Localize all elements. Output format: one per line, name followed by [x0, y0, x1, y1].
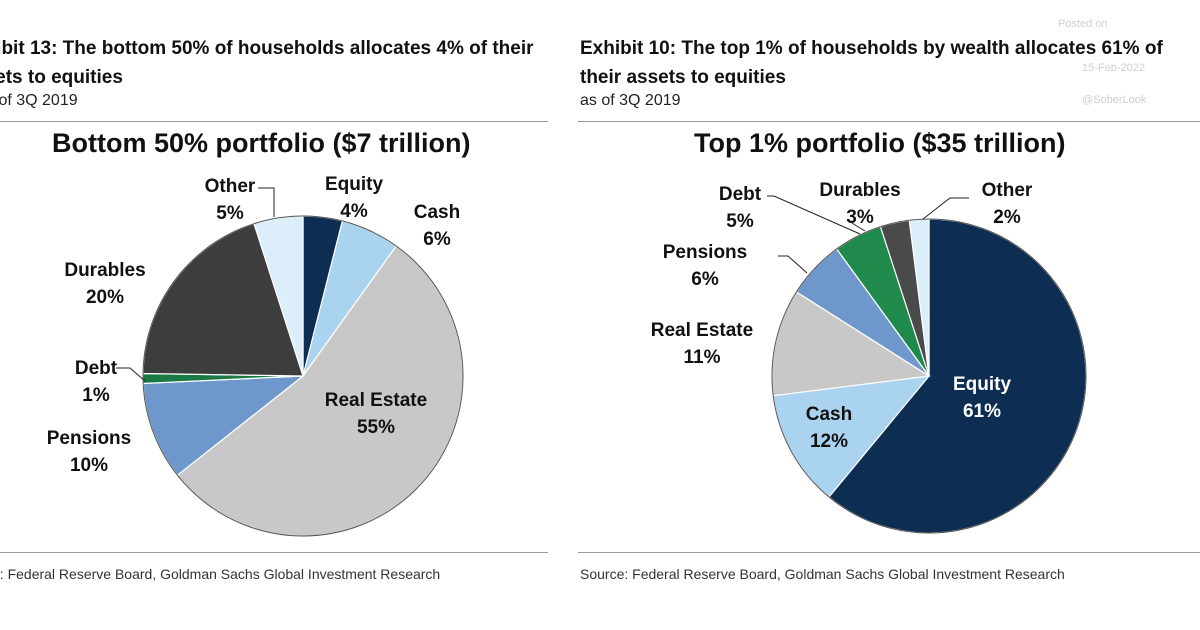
left-label-durables-value: 20% — [86, 287, 124, 308]
left-label-real-estate-name: Real Estate — [325, 390, 427, 411]
right-top-divider — [578, 121, 1200, 122]
right-label-other-name: Other — [982, 180, 1033, 201]
right-label-equity-value: 61% — [963, 401, 1001, 422]
right-exhibit-title: Exhibit 10: The top 1% of households by … — [580, 34, 1163, 92]
right-exhibit-subtitle: as of 3Q 2019 — [580, 92, 681, 109]
left-label-equity-name: Equity — [325, 174, 383, 195]
left-label-other-value: 5% — [216, 203, 244, 224]
left-bottom-divider — [0, 552, 548, 553]
right-label-debt-value: 5% — [726, 211, 754, 232]
right-label-durables-name: Durables — [819, 180, 900, 201]
left-leader-other — [258, 187, 275, 217]
right-label-equity-name: Equity — [953, 374, 1011, 395]
left-label-debt-name: Debt — [75, 358, 118, 379]
left-exhibit-subtitle: s of 3Q 2019 — [0, 92, 78, 109]
left-label-pensions: Pensions 10% — [47, 428, 131, 476]
left-pie-outline — [142, 215, 464, 537]
left-label-pensions-name: Pensions — [47, 428, 131, 449]
left-label-cash: Cash 6% — [414, 202, 460, 250]
right-label-cash-name: Cash — [806, 404, 852, 425]
right-label-durables-value: 3% — [846, 207, 874, 228]
right-source-note: Source: Federal Reserve Board, Goldman S… — [580, 566, 1065, 582]
watermark-posted-on: Posted on — [1058, 18, 1108, 30]
left-label-debt-value: 1% — [82, 385, 110, 406]
right-label-pensions-value: 6% — [691, 269, 719, 290]
left-leader-debt — [116, 367, 146, 382]
right-bottom-divider — [578, 552, 1200, 553]
right-label-real-estate-name: Real Estate — [651, 320, 753, 341]
right-label-equity: Equity 61% — [953, 374, 1011, 422]
left-exhibit-title-line1: xhibit 13: The bottom 50% of households … — [0, 38, 534, 59]
right-label-pensions-name: Pensions — [663, 242, 747, 263]
left-label-equity-value: 4% — [340, 201, 368, 222]
left-source-note: e: Federal Reserve Board, Goldman Sachs … — [0, 566, 441, 582]
watermark-handle: @SoberLook — [1082, 94, 1147, 106]
left-label-other-name: Other — [205, 176, 256, 197]
right-exhibit-title-line1: Exhibit 10: The top 1% of households by … — [580, 38, 1163, 59]
left-exhibit-panel: xhibit 13: The bottom 50% of households … — [0, 0, 560, 630]
right-label-other: Other 2% — [982, 180, 1033, 228]
left-label-other: Other 5% — [205, 176, 256, 224]
right-label-real-estate-value: 11% — [684, 347, 721, 368]
left-label-real-estate-value: 55% — [357, 417, 395, 438]
watermark-date: 15-Feb-2022 — [1082, 62, 1145, 74]
right-pie-chart: Equity 61% Cash 12% Real Estate 11% Pensions 6%… — [651, 180, 1087, 534]
right-label-durables: Durables 3% — [819, 180, 900, 228]
left-label-durables: Durables 20% — [64, 260, 145, 308]
right-label-debt-name: Debt — [719, 184, 762, 205]
left-label-equity: Equity 4% — [325, 174, 383, 222]
right-pie-outline — [771, 218, 1087, 534]
right-leader-other — [922, 197, 969, 220]
right-exhibit-panel: Exhibit 10: The top 1% of households by … — [578, 0, 1200, 630]
right-leader-pensions — [778, 255, 808, 274]
left-exhibit-title: xhibit 13: The bottom 50% of households … — [0, 34, 534, 92]
left-chart-title: Bottom 50% portfolio ($7 trillion) — [52, 128, 471, 158]
right-leader-durables — [851, 222, 866, 232]
right-chart-title: Top 1% portfolio ($35 trillion) — [694, 128, 1066, 158]
right-label-cash: Cash 12% — [806, 404, 852, 452]
left-label-pensions-value: 10% — [70, 455, 108, 476]
left-label-durables-name: Durables — [64, 260, 145, 281]
left-pie-chart: Equity 4% Cash 6% Real Estate 55% Pensions 10% D… — [47, 174, 464, 537]
left-top-divider — [0, 121, 548, 122]
right-label-real-estate: Real Estate 11% — [651, 320, 753, 368]
left-label-cash-name: Cash — [414, 202, 460, 223]
right-label-other-value: 2% — [993, 207, 1021, 228]
right-label-cash-value: 12% — [810, 431, 848, 452]
left-label-real-estate: Real Estate 55% — [325, 390, 427, 438]
right-label-debt: Debt 5% — [719, 184, 762, 232]
right-exhibit-title-line2: their assets to equities — [580, 67, 786, 88]
left-label-debt: Debt 1% — [75, 358, 118, 406]
right-leader-debt — [767, 195, 861, 235]
left-exhibit-title-line2: ssets to equities — [0, 67, 123, 88]
right-label-pensions: Pensions 6% — [663, 242, 747, 290]
left-label-cash-value: 6% — [423, 229, 451, 250]
